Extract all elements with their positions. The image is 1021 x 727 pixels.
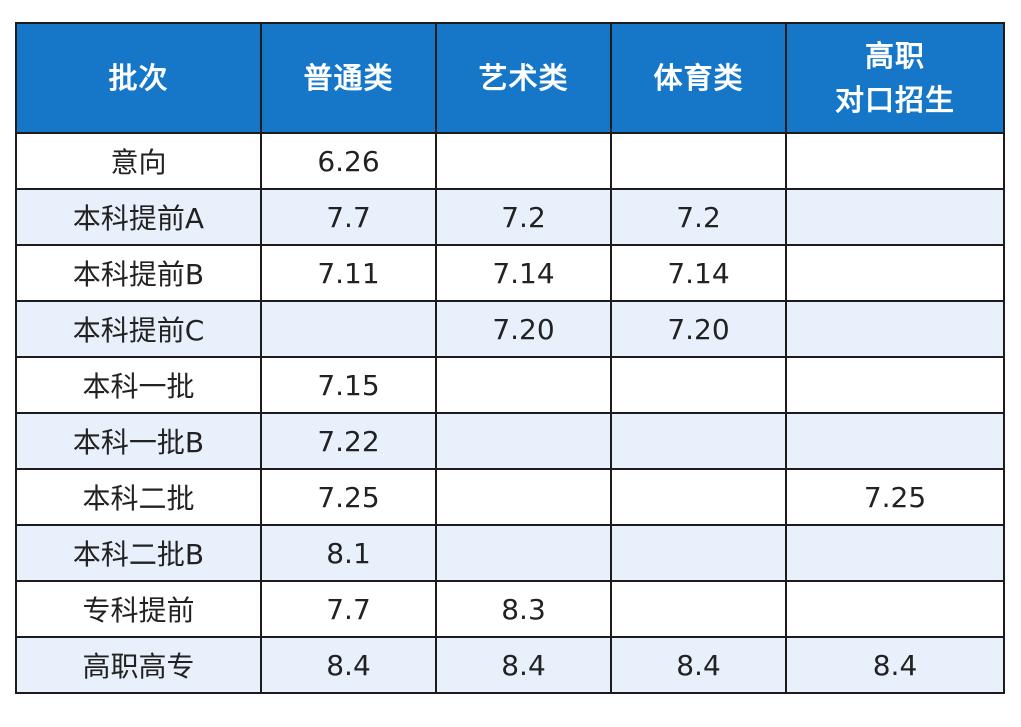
cell-arts (435, 524, 612, 582)
cell-batch: 本科一批 (15, 356, 262, 414)
cell-batch: 本科一批B (15, 412, 262, 470)
cell-batch: 本科二批B (15, 524, 262, 582)
table-row: 专科提前 7.7 8.3 (15, 580, 1005, 638)
table-row: 本科提前A 7.7 7.2 7.2 (15, 188, 1005, 246)
cell-vocational (785, 188, 1005, 246)
cell-general: 7.11 (260, 244, 437, 302)
cell-sports: 8.4 (610, 636, 787, 694)
table-header: 批次 普通类 艺术类 体育类 高职 对口招生 (15, 22, 1005, 134)
cell-vocational (785, 524, 1005, 582)
admission-schedule-table: 批次 普通类 艺术类 体育类 高职 对口招生 意向 6.26 本科提前A 7.7 7.2… (15, 22, 1005, 694)
cell-arts (435, 468, 612, 526)
table-row: 本科二批B 8.1 (15, 524, 1005, 582)
cell-batch: 专科提前 (15, 580, 262, 638)
cell-batch: 高职高专 (15, 636, 262, 694)
cell-vocational: 8.4 (785, 636, 1005, 694)
cell-arts: 7.20 (435, 300, 612, 358)
header-general: 普通类 (260, 22, 437, 134)
cell-general: 7.7 (260, 188, 437, 246)
cell-batch: 本科提前C (15, 300, 262, 358)
cell-general: 8.4 (260, 636, 437, 694)
cell-sports: 7.14 (610, 244, 787, 302)
cell-batch: 本科二批 (15, 468, 262, 526)
cell-sports (610, 524, 787, 582)
cell-vocational (785, 132, 1005, 190)
table-row: 本科提前C 7.20 7.20 (15, 300, 1005, 358)
cell-vocational: 7.25 (785, 468, 1005, 526)
cell-vocational (785, 244, 1005, 302)
header-vocational-line2: 对口招生 (834, 83, 955, 117)
cell-general (260, 300, 437, 358)
cell-vocational (785, 412, 1005, 470)
cell-batch: 本科提前A (15, 188, 262, 246)
cell-arts: 7.14 (435, 244, 612, 302)
cell-general: 7.7 (260, 580, 437, 638)
cell-general: 8.1 (260, 524, 437, 582)
cell-sports: 7.20 (610, 300, 787, 358)
table-row: 意向 6.26 (15, 132, 1005, 190)
header-vocational: 高职 对口招生 (785, 22, 1005, 134)
cell-arts (435, 132, 612, 190)
cell-sports (610, 356, 787, 414)
header-row: 批次 普通类 艺术类 体育类 高职 对口招生 (15, 22, 1005, 134)
header-vocational-line1: 高职 (864, 39, 925, 73)
cell-vocational (785, 300, 1005, 358)
cell-vocational (785, 580, 1005, 638)
cell-general: 7.22 (260, 412, 437, 470)
cell-arts (435, 412, 612, 470)
header-sports: 体育类 (610, 22, 787, 134)
cell-batch: 本科提前B (15, 244, 262, 302)
cell-general: 7.15 (260, 356, 437, 414)
table-row: 本科提前B 7.11 7.14 7.14 (15, 244, 1005, 302)
cell-general: 7.25 (260, 468, 437, 526)
table-row: 高职高专 8.4 8.4 8.4 8.4 (15, 636, 1005, 694)
header-arts: 艺术类 (435, 22, 612, 134)
cell-arts: 8.3 (435, 580, 612, 638)
cell-arts: 7.2 (435, 188, 612, 246)
cell-sports (610, 580, 787, 638)
table-row: 本科一批 7.15 (15, 356, 1005, 414)
table-row: 本科二批 7.25 7.25 (15, 468, 1005, 526)
header-batch: 批次 (15, 22, 262, 134)
cell-arts (435, 356, 612, 414)
cell-sports: 7.2 (610, 188, 787, 246)
cell-sports (610, 412, 787, 470)
cell-arts: 8.4 (435, 636, 612, 694)
cell-general: 6.26 (260, 132, 437, 190)
cell-vocational (785, 356, 1005, 414)
cell-batch: 意向 (15, 132, 262, 190)
cell-sports (610, 132, 787, 190)
table-body: 意向 6.26 本科提前A 7.7 7.2 7.2 本科提前B 7.11 7.14 7.14 本科提… (15, 132, 1005, 694)
cell-sports (610, 468, 787, 526)
table-row: 本科一批B 7.22 (15, 412, 1005, 470)
